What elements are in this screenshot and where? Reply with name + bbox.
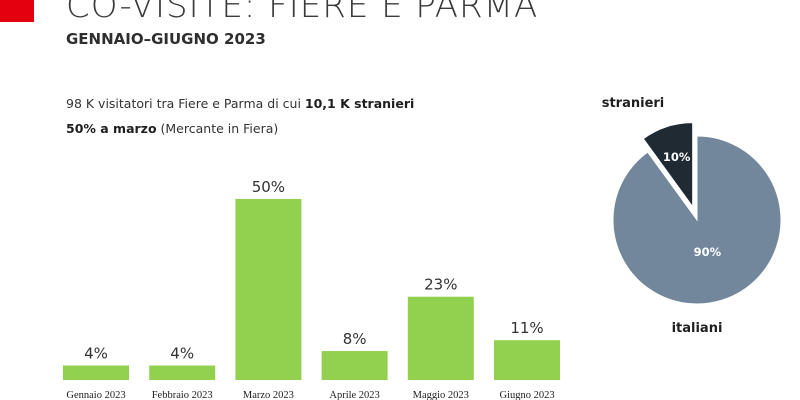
category-label: Maggio 2023 xyxy=(413,390,469,400)
page-title: CO-VISITE: FIERE E PARMA xyxy=(66,0,539,26)
bar-value-label: 4% xyxy=(170,345,194,363)
info-visitors-bold: 10,1 K stranieri xyxy=(304,96,415,111)
bar-value-label: 23% xyxy=(424,276,457,294)
bar xyxy=(494,340,560,380)
bar-value-label: 4% xyxy=(84,345,108,363)
pie-value-label: 90% xyxy=(694,245,722,259)
pie-category-label: italiani xyxy=(672,321,723,336)
bar-value-label: 8% xyxy=(343,330,367,348)
bar xyxy=(63,365,129,380)
info-march-text: (Mercante in Fiera) xyxy=(156,121,279,136)
info-visitors-text: 98 K visitatori tra Fiere e Parma di cui xyxy=(66,96,305,111)
pie-category-label: stranieri xyxy=(602,96,665,111)
info-line-visitors: 98 K visitatori tra Fiere e Parma di cui… xyxy=(66,96,414,111)
bar xyxy=(149,365,216,380)
bar xyxy=(235,199,302,380)
pie-value-label: 10% xyxy=(663,150,691,164)
bar xyxy=(321,351,388,380)
bar-value-label: 11% xyxy=(510,319,543,337)
accent-square xyxy=(0,0,34,22)
category-label: Marzo 2023 xyxy=(243,390,294,400)
bar xyxy=(407,296,474,380)
category-label: Giugno 2023 xyxy=(499,390,554,400)
page-subtitle: GENNAIO–GIUGNO 2023 xyxy=(66,30,266,48)
pie-slice xyxy=(612,135,782,305)
info-march-bold: 50% a marzo xyxy=(66,121,157,136)
category-label: Febbraio 2023 xyxy=(152,390,213,400)
info-line-march: 50% a marzo (Mercante in Fiera) xyxy=(66,121,278,136)
pie-slice xyxy=(642,122,694,209)
category-label: Gennaio 2023 xyxy=(66,390,125,400)
category-label: Aprile 2023 xyxy=(329,390,379,400)
bar-value-label: 50% xyxy=(252,178,285,196)
